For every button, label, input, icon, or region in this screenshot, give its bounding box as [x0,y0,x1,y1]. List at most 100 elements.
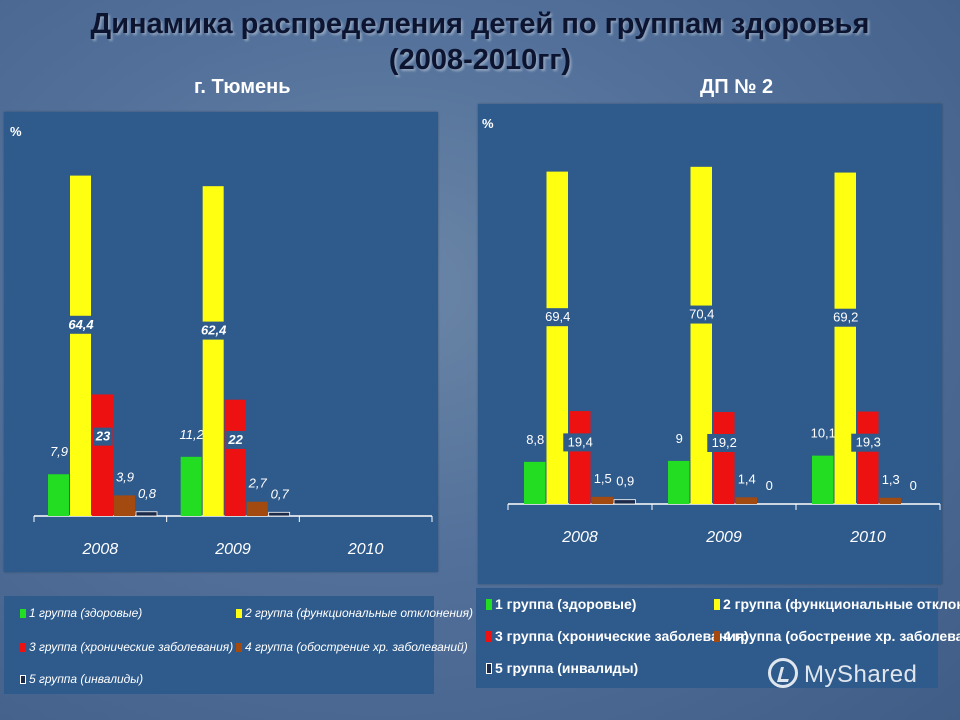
legend-right-item-2: 2 группа (функциональные отклонения) [714,596,960,612]
data-label: 69,4 [545,309,570,324]
bar [591,496,613,504]
legend-label: 4 группа (обострение хр. заболеваний) [245,640,468,654]
bar [92,394,113,516]
bar [202,186,224,516]
data-label-bg [828,308,863,327]
legend-left-item-5: 5 группа (инвалиды) [20,672,143,686]
legend-swatch [714,631,720,642]
legend-label: 1 группа (здоровые) [495,596,637,612]
bar [546,171,568,504]
data-label: 70,4 [689,307,714,322]
legend-right-item-4: 4 группа (обострение хр. заболеваний) [714,628,960,644]
data-label: 1,3 [882,472,900,487]
data-label: 0 [910,478,917,493]
bar [114,495,135,516]
bar [135,511,158,517]
data-label: 3,9 [116,469,134,484]
bar [834,172,856,504]
bar [70,175,91,516]
legend-left-item-1: 1 группа (здоровые) [20,606,142,620]
chart-left-panel: % 2008 7,9 64,4 23 3,9 0,8 2009 11,2 62,4 22 2,7 0,7… [4,112,438,572]
data-label-bg [540,308,575,327]
y-axis-label: % [482,116,494,131]
chart-right-panel: % 2008 8,8 69,4 19,4 1,5 0,9 2009 9 70,4 19,2 1,4 0 2… [478,104,942,584]
legend-swatch [486,599,492,610]
page-title: Динамика распределения детей по группам … [0,6,960,78]
legend-left: 1 группа (здоровые) 2 группа (функционал… [4,596,473,694]
data-label: 1,4 [738,471,756,486]
y-axis-label: % [10,124,22,139]
legend-label: 4 группа (обострение хр. заболеваний) [723,628,960,644]
chart-right-title: ДП № 2 [700,76,774,98]
data-label: 0 [766,478,773,493]
data-label: 23 [95,429,111,444]
myshared-logo-icon [768,658,798,688]
data-label: 69,2 [833,310,858,325]
data-label: 0,7 [271,486,290,501]
x-tick-label: 2009 [705,529,742,546]
bar [524,461,546,504]
data-label: 19,2 [712,435,737,450]
legend-swatch [486,631,492,642]
chart-left-svg: % 2008 7,9 64,4 23 3,9 0,8 2009 11,2 62,4 22 2,70,7… [10,124,433,558]
data-label-bg [851,433,886,452]
data-label-bg [684,305,719,324]
legend-right-item-1: 1 группа (здоровые) [486,596,636,612]
bar [735,497,757,504]
data-label-bg [563,433,598,452]
legend-left-item-3: 3 группа (хронические заболевания) [20,640,233,654]
legend-left-item-2: 2 группа (функциональные отклонения) [236,606,473,620]
data-label: 7,9 [50,444,68,459]
legend-right-item-3: 3 группа (хронические заболевания) [486,628,749,644]
data-label-bg [93,427,113,446]
watermark: MyShared [768,658,917,689]
legend-left-item-4: 4 группа (обострение хр. заболеваний) [236,640,468,654]
data-label-bg [707,433,742,452]
watermark-text: MyShared [804,661,918,688]
data-label: 2,7 [248,476,268,491]
bar [857,411,879,504]
data-label: 19,4 [568,434,593,449]
legend-label: 2 группа (функциональные отклонения) [245,606,474,620]
x-tick-label: 2010 [849,529,886,546]
bar [268,511,291,517]
legend-swatch [714,599,720,610]
data-label: 0,8 [138,486,157,501]
legend-swatch [20,643,26,652]
bar [224,399,246,516]
bar [668,460,690,504]
data-label: 1,5 [594,471,612,486]
x-tick-label: 2010 [347,541,384,558]
data-label: 64,4 [68,317,94,332]
bar [690,166,712,504]
bar [180,456,202,516]
bar [713,412,735,504]
bar [246,501,268,516]
data-label: 19,3 [856,435,881,450]
data-label: 22 [227,432,243,447]
chart-left-title: г. Тюмень [194,76,291,98]
bar [613,499,636,505]
x-tick-label: 2009 [214,541,251,558]
legend-label: 5 группа (инвалиды) [495,660,639,676]
legend-label: 3 группа (хронические заболевания) [29,640,234,654]
x-tick-label: 2008 [561,529,598,546]
legend-label: 2 группа (функциональные отклонения) [723,596,960,612]
bar [879,497,901,504]
data-label: 62,4 [201,323,227,338]
bar [569,411,591,504]
legend-right: 1 группа (здоровые) 2 группа (функционал… [476,588,960,688]
legend-swatch [236,609,242,618]
legend-swatch [486,663,492,674]
data-label: 11,2 [179,427,204,442]
legend-swatch [20,675,26,684]
legend-label: 5 группа (инвалиды) [29,672,144,686]
x-tick-label: 2008 [82,541,119,558]
data-label-bg [226,430,246,449]
bar [812,455,834,504]
data-label: 9 [676,431,683,446]
data-label-bg [64,315,98,334]
legend-swatch [20,609,26,618]
title-line-2: (2008-2010гг) [388,44,572,76]
data-label: 0,9 [616,474,634,489]
